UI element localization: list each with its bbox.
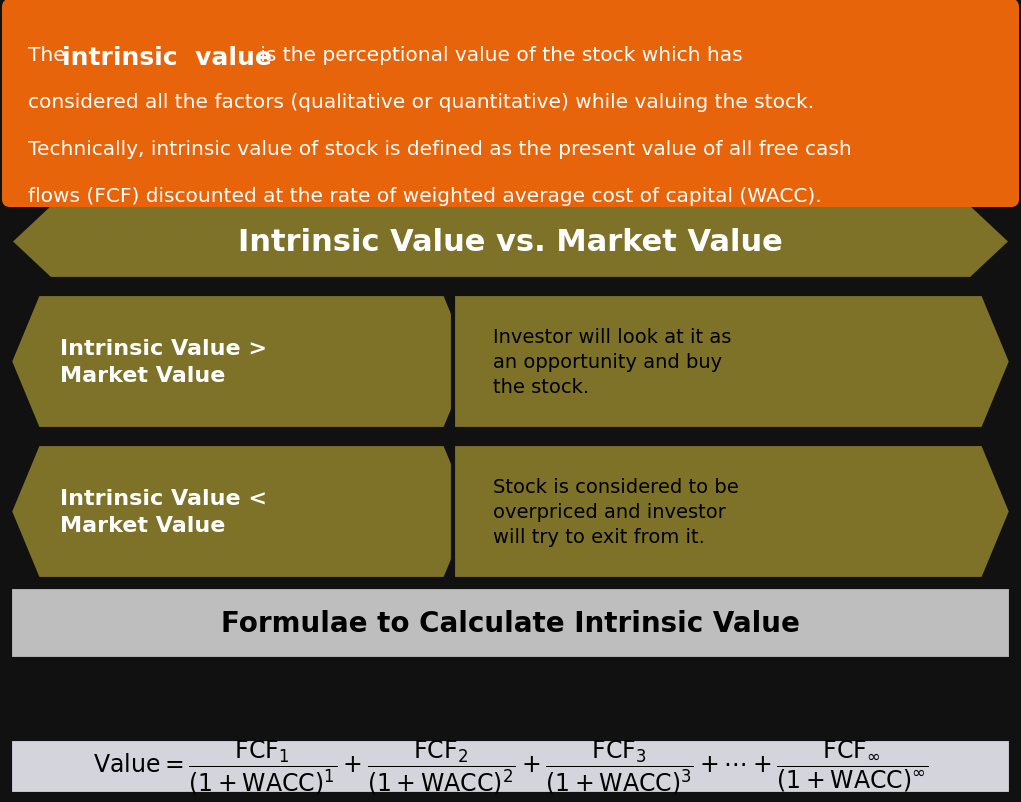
FancyBboxPatch shape [2, 0, 1019, 208]
Text: Intrinsic Value >
Market Value: Intrinsic Value > Market Value [60, 339, 268, 385]
Text: Intrinsic Value <
Market Value: Intrinsic Value < Market Value [60, 488, 268, 535]
Polygon shape [10, 444, 473, 579]
Polygon shape [10, 205, 1011, 280]
Polygon shape [453, 294, 1011, 429]
Text: Investor will look at it as
an opportunity and buy
the stock.: Investor will look at it as an opportuni… [493, 327, 731, 396]
Text: Technically, intrinsic value of stock is defined as the present value of all fre: Technically, intrinsic value of stock is… [28, 140, 852, 159]
Text: Intrinsic Value vs. Market Value: Intrinsic Value vs. Market Value [238, 228, 783, 257]
FancyBboxPatch shape [10, 587, 1011, 659]
Text: Stock is considered to be
overpriced and investor
will try to exit from it.: Stock is considered to be overpriced and… [493, 477, 739, 546]
Text: intrinsic  value: intrinsic value [62, 46, 272, 70]
FancyBboxPatch shape [10, 739, 1011, 794]
Polygon shape [453, 444, 1011, 579]
Text: is the perceptional value of the stock which has: is the perceptional value of the stock w… [254, 46, 742, 65]
Polygon shape [10, 294, 473, 429]
Text: $\mathrm{Value} = \dfrac{\mathrm{FCF}_{1}}{(1+\mathrm{WACC})^{1}} + \dfrac{\math: $\mathrm{Value} = \dfrac{\mathrm{FCF}_{1… [93, 737, 928, 796]
Text: The: The [28, 46, 72, 65]
Text: flows (FCF) discounted at the rate of weighted average cost of capital (WACC).: flows (FCF) discounted at the rate of we… [28, 187, 822, 206]
Text: considered all the factors (qualitative or quantitative) while valuing the stock: considered all the factors (qualitative … [28, 93, 814, 111]
Text: Formulae to Calculate Intrinsic Value: Formulae to Calculate Intrinsic Value [222, 610, 799, 638]
